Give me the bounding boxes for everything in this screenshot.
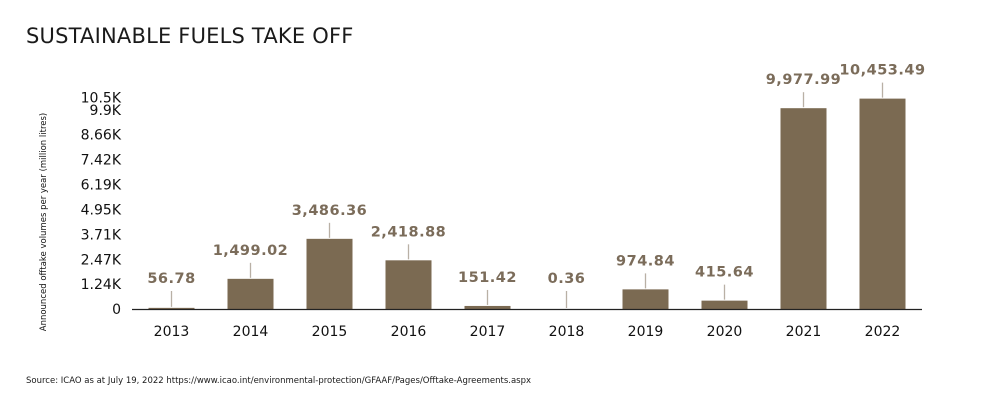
source-note: Source: ICAO as at July 19, 2022 https:/… xyxy=(26,376,532,386)
x-tick-label: 2021 xyxy=(786,324,822,340)
bars xyxy=(148,98,906,309)
x-tick-label: 2019 xyxy=(628,324,664,340)
data-label: 415.64 xyxy=(695,265,754,281)
x-tick-label: 2013 xyxy=(154,324,190,340)
y-tick-label: 9.9K xyxy=(90,103,122,119)
y-axis-ticks: 0 1.24K 2.47K 3.71K 4.95K 6.19K 7.42K 8.66K 9.9K… xyxy=(81,91,122,318)
x-tick-label: 2017 xyxy=(470,324,506,340)
data-label: 2,418.88 xyxy=(371,224,447,240)
x-tick-label: 2018 xyxy=(549,324,585,340)
y-tick-label: 1.24K xyxy=(81,277,122,293)
label-leader-lines xyxy=(170,82,884,308)
y-tick-label: 2.47K xyxy=(81,252,122,268)
x-axis-labels: 2013 2014 2015 2016 2017 2018 2019 2020 2021 2022 xyxy=(154,324,901,340)
y-tick-label: 10.5K xyxy=(81,91,122,107)
bar xyxy=(227,278,274,309)
bar xyxy=(464,305,511,309)
y-tick-label: 0 xyxy=(112,302,121,318)
x-tick-label: 2016 xyxy=(391,324,427,340)
bar xyxy=(148,307,195,309)
y-tick-label: 4.95K xyxy=(81,202,122,218)
y-tick-label: 6.19K xyxy=(81,177,122,193)
bar xyxy=(385,260,432,309)
data-label: 3,486.36 xyxy=(292,203,368,219)
data-label: 9,977.99 xyxy=(766,72,842,88)
data-label: 974.84 xyxy=(616,253,675,269)
chart-title: SUSTAINABLE FUELS TAKE OFF xyxy=(26,24,354,48)
y-tick-label: 7.42K xyxy=(81,153,122,169)
x-tick-label: 2022 xyxy=(865,324,901,340)
data-labels: 56.78 1,499.02 3,486.362,418.88 151.42 0.36 9… xyxy=(147,63,925,287)
bar xyxy=(780,108,827,309)
x-tick-label: 2020 xyxy=(707,324,743,340)
y-tick-label: 3.71K xyxy=(81,227,122,243)
bar xyxy=(622,289,669,309)
y-tick-label: 8.66K xyxy=(81,128,122,144)
data-label: 0.36 xyxy=(548,271,586,287)
data-label: 56.78 xyxy=(147,271,195,287)
bar xyxy=(306,238,353,309)
y-axis-label: Announced offtake volumes per year (mill… xyxy=(39,113,49,332)
data-label: 151.42 xyxy=(458,270,517,286)
x-tick-label: 2015 xyxy=(312,324,348,340)
bar xyxy=(701,300,748,309)
data-label: 10,453.49 xyxy=(839,63,925,79)
bar xyxy=(859,98,906,309)
x-tick-label: 2014 xyxy=(233,324,269,340)
data-label: 1,499.02 xyxy=(213,243,289,259)
